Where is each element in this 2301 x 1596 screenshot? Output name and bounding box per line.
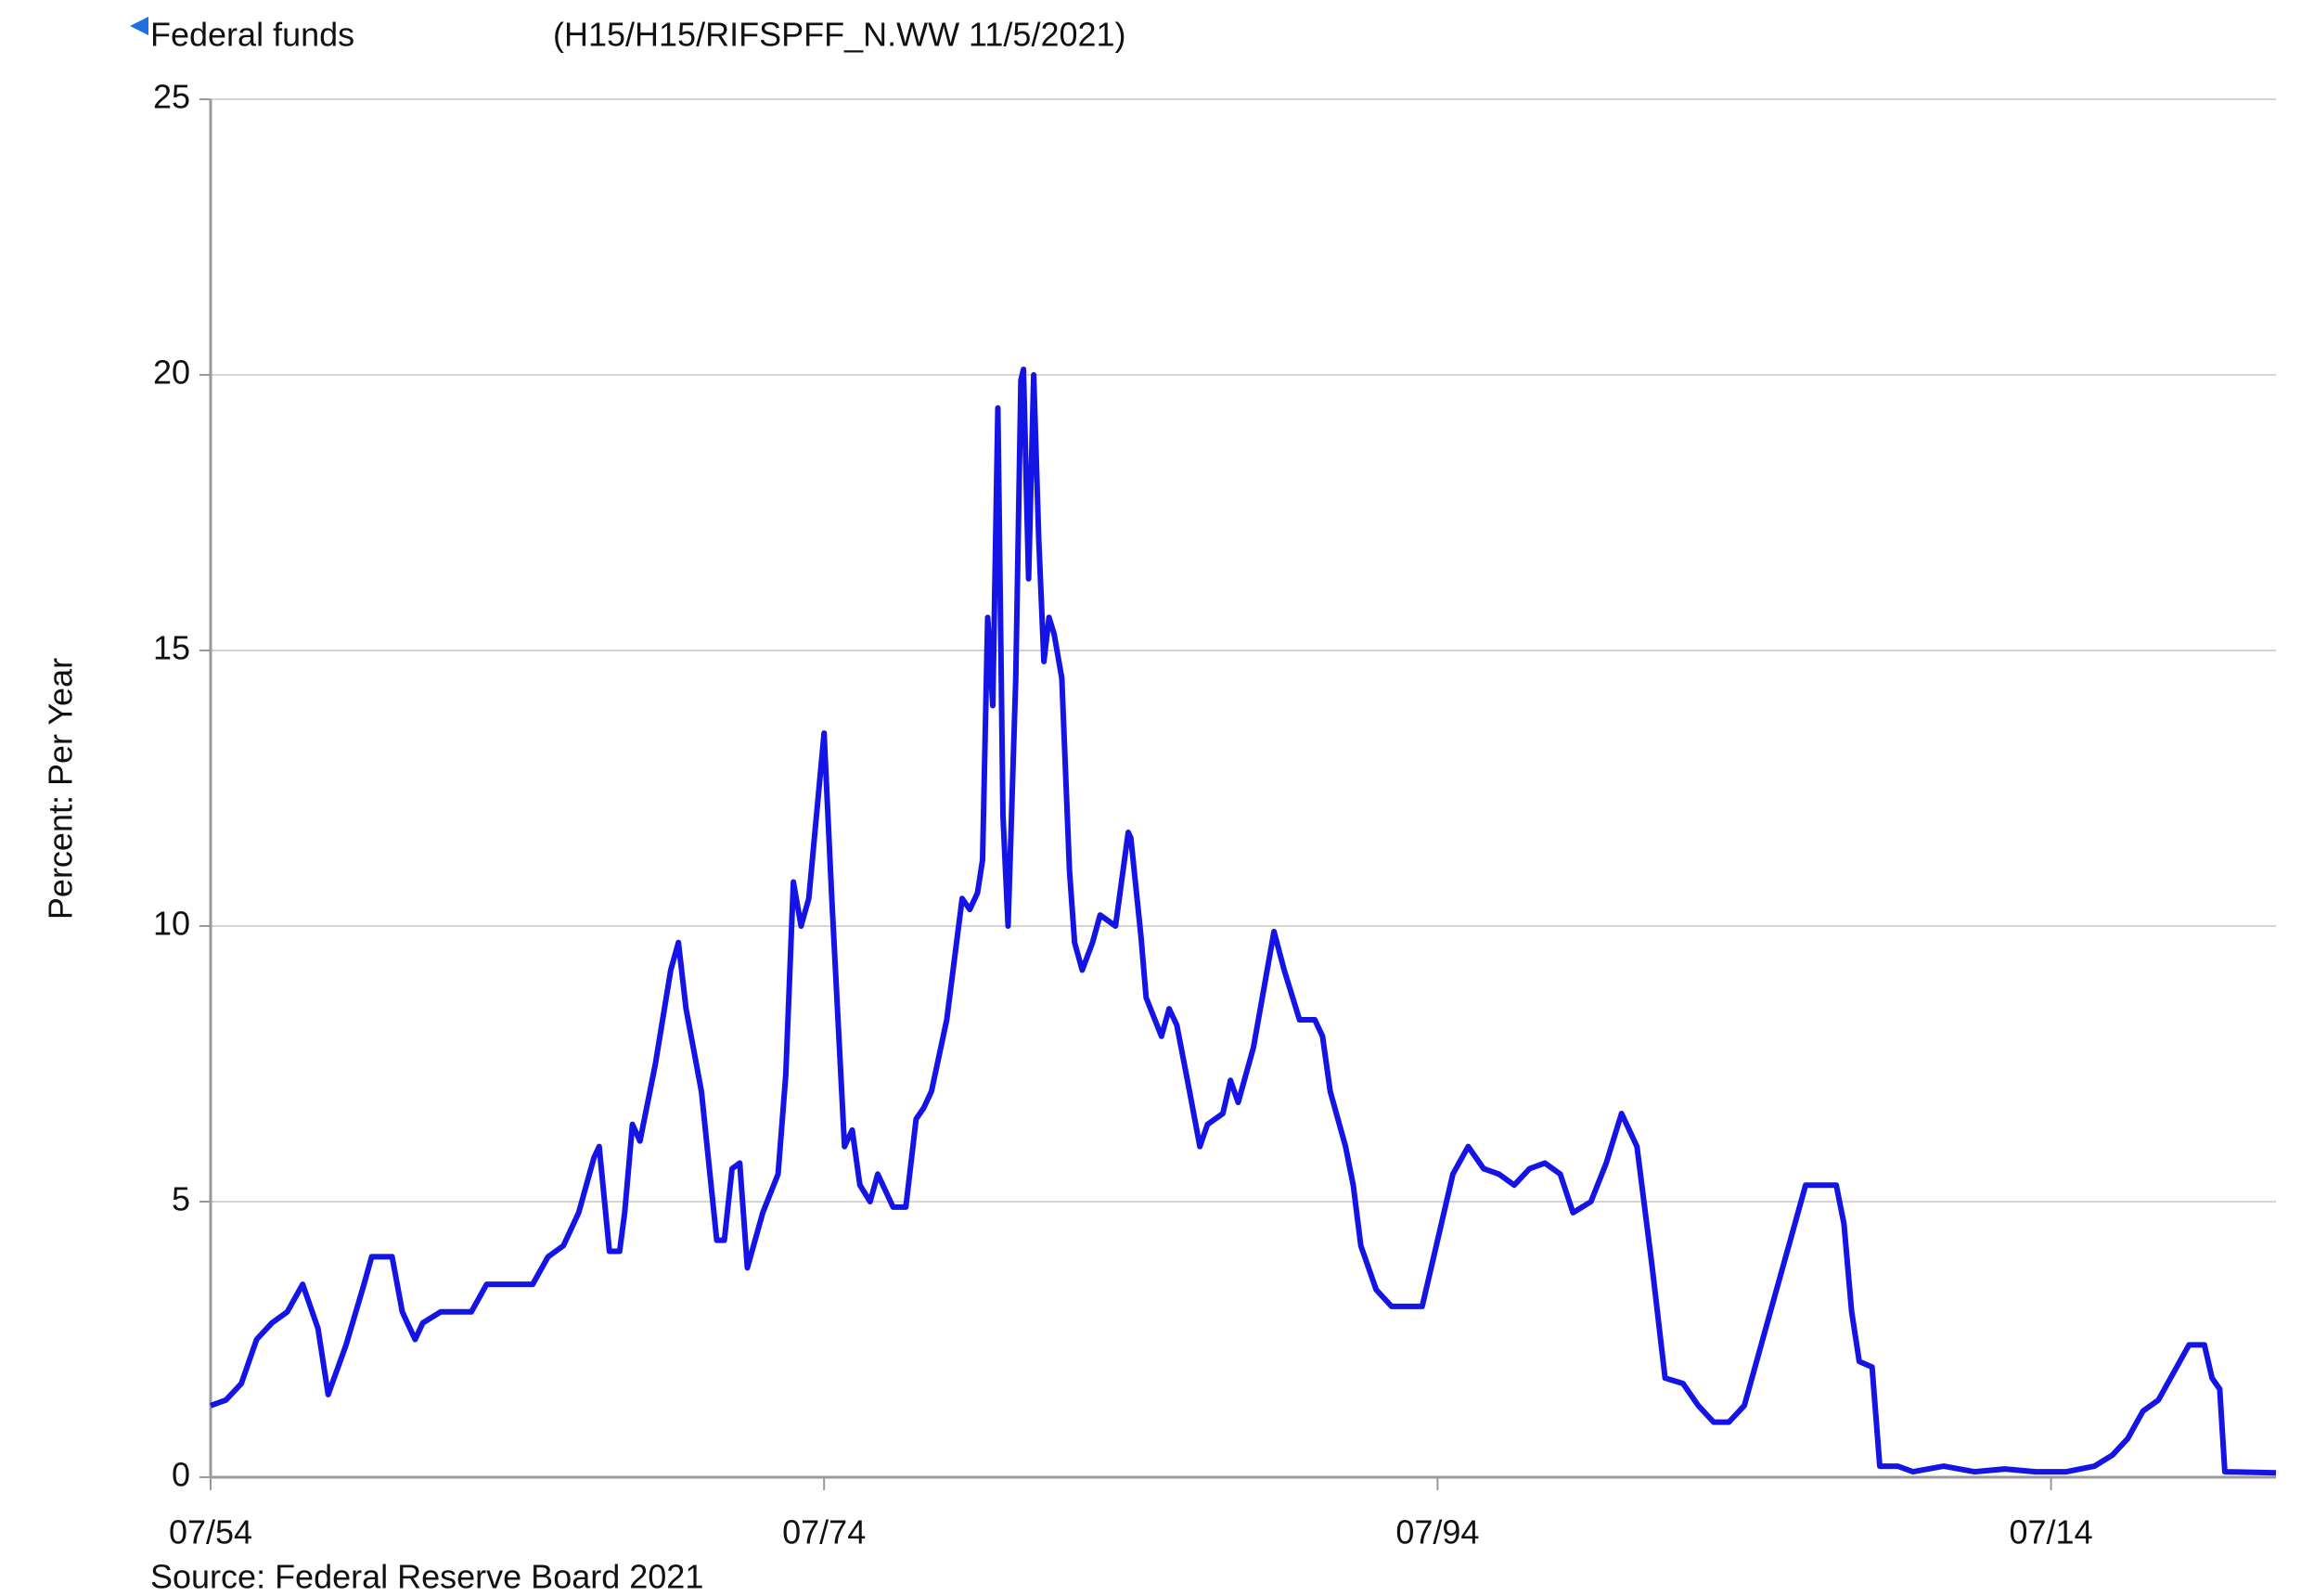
subtitle: (H15/H15/RIFSPFF_N.WW 11/5/2021): [553, 16, 1126, 54]
x-tick-label: 07/54: [169, 1513, 252, 1551]
legend-label[interactable]: Federal funds: [150, 16, 354, 54]
source: Source: Federal Reserve Board 2021: [150, 1558, 703, 1596]
y-tick-label: 20: [153, 354, 190, 392]
y-tick-label: 0: [172, 1456, 190, 1494]
y-tick-label: 25: [153, 78, 190, 116]
legend-toggle[interactable]: [130, 17, 148, 35]
y-tick-label: 10: [153, 905, 190, 943]
x-tick-label: 07/14: [2010, 1513, 2093, 1551]
y-axis-label: Percent: Per Year: [42, 658, 80, 920]
x-tick-label: 07/94: [1395, 1513, 1479, 1551]
y-tick-label: 5: [172, 1180, 190, 1218]
x-tick-label: 07/74: [782, 1513, 866, 1551]
data-line: [209, 367, 2277, 1476]
y-tick-label: 15: [153, 629, 190, 667]
